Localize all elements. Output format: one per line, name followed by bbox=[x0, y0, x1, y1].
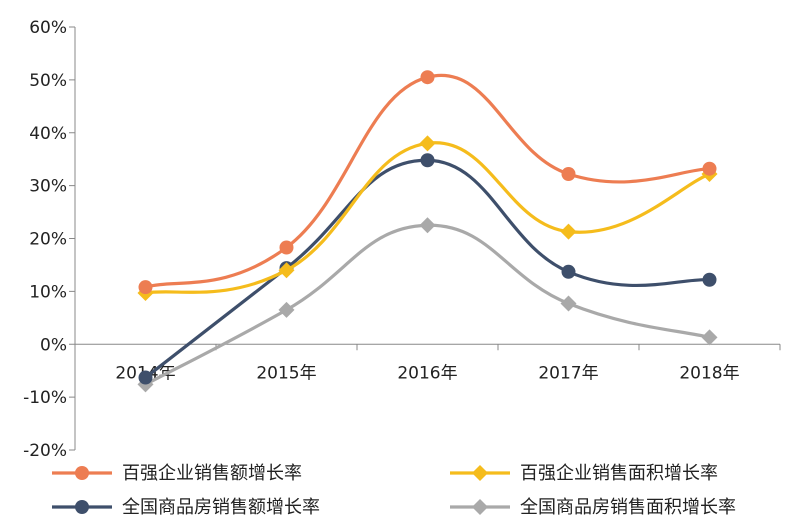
x-tick-label: 2015年 bbox=[256, 363, 316, 383]
y-tick-label: 30% bbox=[29, 177, 67, 197]
diamond-marker bbox=[701, 329, 718, 346]
diamond-marker bbox=[560, 295, 577, 312]
series-1 bbox=[138, 70, 717, 295]
series-line bbox=[144, 158, 710, 379]
circle-marker bbox=[138, 370, 153, 385]
series-line bbox=[144, 223, 710, 386]
legend-label: 全国商品房销售面积增长率 bbox=[520, 497, 736, 518]
circle-marker bbox=[279, 240, 294, 255]
y-tick-label: 0% bbox=[40, 335, 67, 355]
circle-marker bbox=[75, 500, 89, 514]
series-line bbox=[145, 73, 710, 289]
diamond-marker bbox=[278, 301, 295, 318]
y-tick-label: 20% bbox=[29, 230, 67, 250]
circle-marker bbox=[561, 264, 576, 279]
y-tick-label: 60% bbox=[29, 18, 67, 38]
diamond-marker bbox=[472, 499, 488, 515]
legend-label: 全国商品房销售额增长率 bbox=[122, 497, 320, 518]
legend-item: 百强企业销售面积增长率 bbox=[450, 463, 718, 484]
diamond-marker bbox=[472, 465, 488, 481]
legend-item: 百强企业销售额增长率 bbox=[52, 463, 302, 484]
diamond-marker bbox=[278, 262, 295, 279]
y-tick-label: -10% bbox=[23, 388, 67, 408]
circle-marker bbox=[702, 272, 717, 287]
diamond-marker bbox=[419, 217, 436, 234]
series-lines bbox=[137, 70, 718, 393]
legend-item: 全国商品房销售面积增长率 bbox=[450, 497, 736, 518]
x-axis: 2014年2015年2016年2017年2018年 bbox=[74, 343, 781, 383]
y-tick-label: 10% bbox=[29, 282, 67, 302]
diamond-marker bbox=[419, 135, 436, 152]
legend-label: 百强企业销售额增长率 bbox=[122, 463, 302, 484]
y-axis: -20% -10% 0% 10% 20% 30% 40% 50% 60% bbox=[23, 18, 76, 461]
series-3 bbox=[138, 153, 717, 385]
legend-item: 全国商品房销售额增长率 bbox=[52, 497, 320, 518]
circle-marker bbox=[420, 153, 435, 168]
x-tick-label: 2017年 bbox=[538, 363, 598, 383]
circle-marker bbox=[75, 466, 89, 480]
y-tick-label: 50% bbox=[29, 71, 67, 91]
circle-marker bbox=[138, 280, 153, 295]
y-tick-label: 40% bbox=[29, 124, 67, 144]
circle-marker bbox=[702, 161, 717, 176]
x-tick-label: 2018年 bbox=[679, 363, 739, 383]
series-4 bbox=[137, 217, 718, 393]
y-tick-label: -20% bbox=[23, 441, 67, 461]
diamond-marker bbox=[560, 223, 577, 240]
legend-label: 百强企业销售面积增长率 bbox=[520, 463, 718, 484]
circle-marker bbox=[561, 166, 576, 181]
x-tick-label: 2016年 bbox=[397, 363, 457, 383]
circle-marker bbox=[420, 70, 435, 85]
